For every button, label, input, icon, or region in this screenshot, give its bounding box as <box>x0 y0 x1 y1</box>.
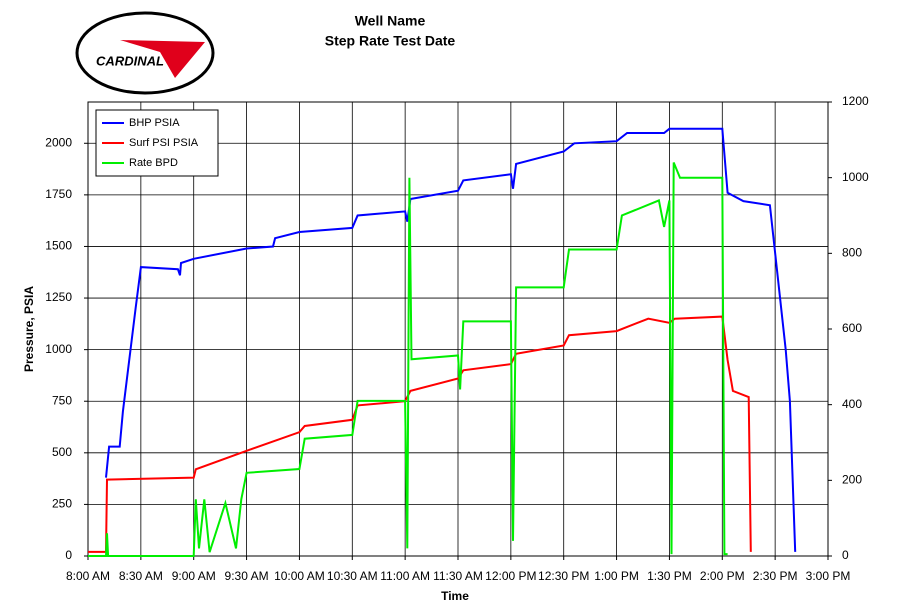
y-tick-label: 250 <box>52 497 72 511</box>
x-tick-label: 1:30 PM <box>647 569 692 583</box>
y2-tick-label: 200 <box>842 473 862 487</box>
y2-tick-label: 400 <box>842 397 862 411</box>
legend-label: BHP PSIA <box>129 117 180 129</box>
x-tick-label: 2:00 PM <box>700 569 745 583</box>
chart-subtitle: Step Rate Test Date <box>325 33 456 49</box>
chart-title: Well Name <box>355 13 426 29</box>
x-tick-label: 11:00 AM <box>380 569 430 583</box>
series-line <box>88 162 728 557</box>
series-line <box>88 315 752 553</box>
x-tick-label: 8:00 AM <box>66 569 110 583</box>
x-axis-label: Time <box>441 589 469 603</box>
y2-tick-label: 0 <box>842 548 849 562</box>
y-tick-label: 1250 <box>45 290 72 304</box>
x-tick-label: 10:30 AM <box>327 569 378 583</box>
y-axis-label: Pressure, PSIA <box>22 286 36 372</box>
x-tick-label: 12:30 PM <box>538 569 589 583</box>
logo-text: CARDINAL <box>96 53 164 68</box>
x-tick-label: 12:00 PM <box>485 569 536 583</box>
logo-bird <box>120 40 205 78</box>
y2-tick-label: 800 <box>842 246 862 260</box>
y2-tick-label: 600 <box>842 321 862 335</box>
x-tick-label: 9:30 AM <box>225 569 269 583</box>
x-tick-label: 2:30 PM <box>753 569 798 583</box>
y-tick-label: 0 <box>65 548 72 562</box>
x-tick-label: 10:00 AM <box>274 569 325 583</box>
y-tick-label: 1750 <box>45 187 72 201</box>
x-tick-label: 3:00 PM <box>806 569 851 583</box>
x-tick-label: 9:00 AM <box>172 569 216 583</box>
y-tick-label: 1500 <box>45 239 72 253</box>
x-tick-label: 1:00 PM <box>594 569 639 583</box>
x-tick-label: 11:30 AM <box>433 569 483 583</box>
y-tick-label: 1000 <box>45 342 72 356</box>
y-tick-label: 2000 <box>45 135 72 149</box>
y2-tick-label: 1200 <box>842 94 869 108</box>
y-tick-label: 750 <box>52 393 72 407</box>
y-tick-label: 500 <box>52 445 72 459</box>
x-tick-label: 8:30 AM <box>119 569 163 583</box>
y2-tick-label: 1000 <box>842 170 869 184</box>
legend-label: Rate BPD <box>129 157 178 169</box>
legend: BHP PSIA Surf PSI PSIA Rate BPD <box>95 109 219 177</box>
legend-label: Surf PSI PSIA <box>129 137 199 149</box>
